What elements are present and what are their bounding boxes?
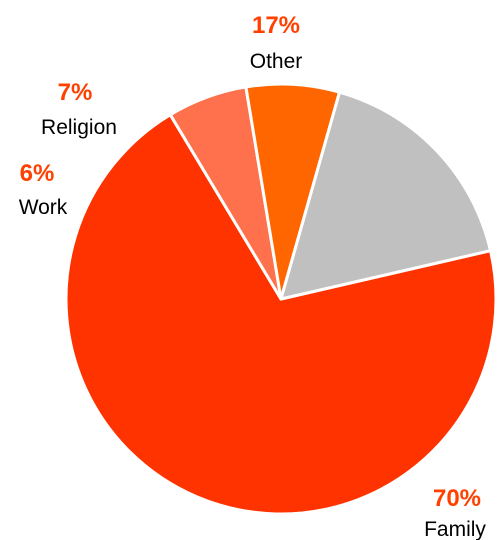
category-label-other: Other — [250, 50, 303, 73]
data-label-religion-value: 7% — [58, 79, 93, 106]
pie-slice-other — [279, 90, 492, 301]
label-family: 70% Family — [424, 485, 486, 540]
category-label-religion: Religion — [41, 116, 117, 139]
data-label-family-value: 70% — [433, 485, 481, 512]
label-religion: 7% Religion — [41, 79, 117, 139]
data-label-other-value: 17% — [252, 12, 300, 39]
pie-slice-family — [64, 113, 498, 516]
label-work: 6% Work — [19, 160, 68, 219]
data-label-work-value: 6% — [20, 160, 55, 187]
label-other: 17% Other — [250, 12, 303, 73]
pie-slices — [64, 82, 498, 516]
category-label-family: Family — [424, 518, 486, 540]
category-label-work: Work — [19, 196, 68, 219]
